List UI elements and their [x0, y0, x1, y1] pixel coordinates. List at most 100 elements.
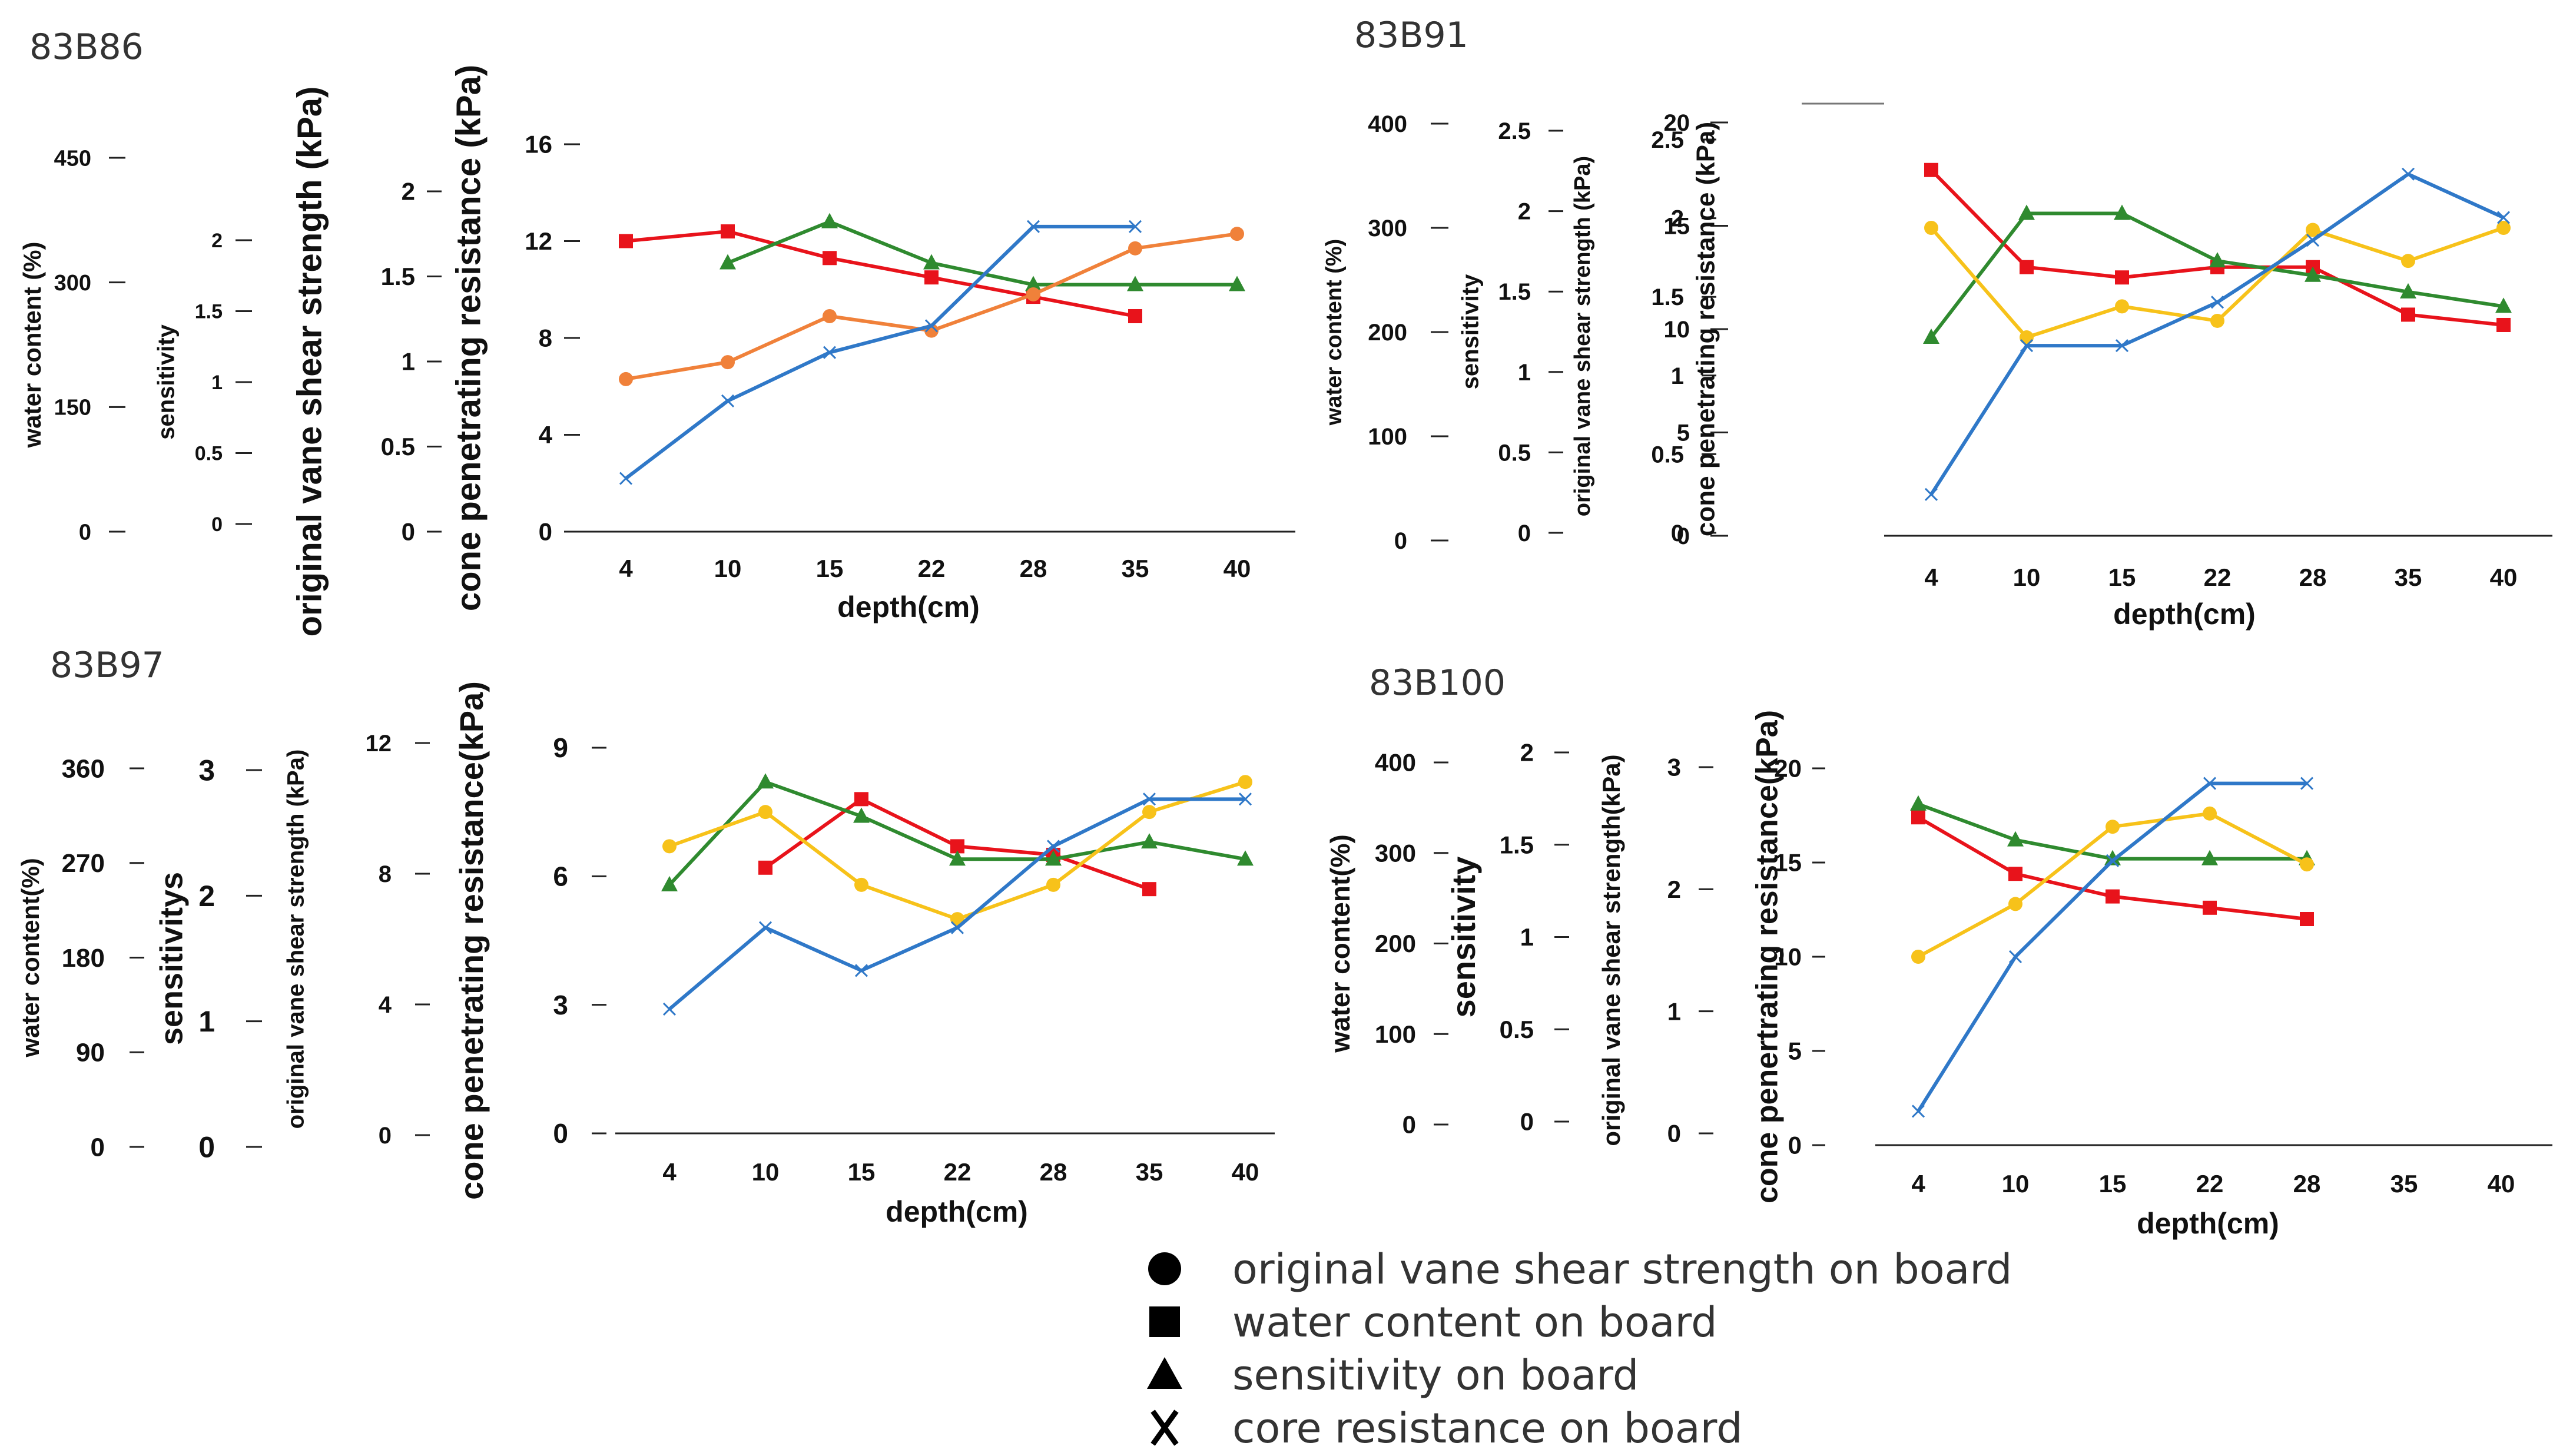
y-axis-title: original vane shear strength (kPa)	[283, 749, 309, 1129]
y-tick-label: 20	[1664, 110, 1690, 136]
y-axis-title: cone penetrating resistance(kPa)	[453, 681, 490, 1200]
data-point	[2106, 854, 2120, 867]
y-tick-label: 150	[54, 396, 91, 420]
y-tick-label: 12	[525, 227, 552, 255]
data-point	[854, 792, 868, 807]
data-point	[662, 1002, 677, 1016]
legend-triangle-icon	[1147, 1357, 1182, 1389]
y-tick-label: 200	[1368, 320, 1407, 346]
data-point	[2495, 297, 2512, 313]
series-cone-resistance	[1911, 777, 2314, 1118]
data-point	[923, 254, 940, 270]
data-point	[2106, 889, 2120, 904]
data-point	[1238, 792, 1252, 806]
data-point	[950, 921, 964, 934]
y-tick-label: 1	[211, 372, 223, 394]
y-tick-label: 0	[1677, 523, 1690, 549]
y-tick-label: 0.5	[1651, 442, 1684, 467]
data-point	[721, 394, 735, 407]
data-point	[1046, 877, 1060, 892]
series-water-content	[758, 792, 1156, 897]
y-tick-label: 300	[1375, 839, 1416, 867]
y-axis-title: original vane shear strength (kPa)	[290, 87, 329, 637]
y-tick-label: 1	[402, 348, 415, 376]
y-tick-label: 0	[1394, 528, 1407, 554]
y-axis-1: 0 100 200 300 400 water content(%)	[1325, 749, 1448, 1139]
y-tick-label: 0.5	[195, 442, 223, 465]
x-tick-label: 22	[2196, 1170, 2224, 1198]
data-point	[854, 964, 868, 977]
series-water-content	[1911, 810, 2314, 926]
data-point	[1230, 227, 1244, 241]
y-axis-title: sensitivity	[1445, 857, 1482, 1018]
y-tick-label: 1.5	[1500, 831, 1534, 858]
data-point	[2203, 777, 2217, 790]
y-tick-label: 360	[62, 754, 105, 783]
x-tick-label: 28	[2299, 563, 2327, 591]
data-point	[2018, 204, 2035, 220]
y-tick-label: 300	[54, 271, 91, 296]
legend-label: original vane shear strength on board	[1232, 1245, 2012, 1294]
data-point	[721, 224, 735, 239]
series-line	[1929, 172, 2505, 496]
series-cone-resistance	[662, 792, 1252, 1016]
data-point	[1924, 221, 1938, 236]
legend-x-icon	[1150, 1409, 1179, 1446]
y-tick-label: 4	[379, 992, 392, 1018]
y-tick-label: 270	[62, 849, 105, 878]
data-point	[1142, 792, 1156, 806]
x-tick-label: 22	[944, 1158, 972, 1186]
y-tick-label: 1	[1667, 997, 1681, 1025]
data-point	[1026, 220, 1040, 233]
data-point	[1046, 840, 1060, 853]
y-axis-title: sensitivity	[154, 324, 180, 439]
series-line	[668, 797, 1245, 1011]
y-axis-title: water content(%)	[16, 858, 44, 1057]
y-tick-label: 2.5	[1651, 127, 1684, 153]
data-point	[2106, 820, 2120, 834]
y-tick-label: 5	[1677, 420, 1690, 446]
series-original-vane-shear-strength	[1924, 221, 2511, 345]
y-axis-title: cone penetrating resistance (kPa)	[1692, 122, 1720, 536]
data-point	[1127, 276, 1143, 291]
y-axis-1: 0 100 200 300 400 water content (%)	[1322, 111, 1448, 554]
y-tick-label: 0.5	[1500, 1016, 1534, 1043]
series-original-vane-shear-strength	[662, 775, 1252, 927]
data-point	[2209, 252, 2226, 268]
x-tick-label: 35	[1136, 1158, 1163, 1186]
y-tick-label: 0	[91, 1133, 105, 1162]
data-point	[721, 355, 735, 370]
y-tick-label: 1	[1520, 923, 1534, 951]
x-tick-label: 22	[2204, 563, 2232, 591]
data-point	[821, 213, 838, 228]
x-tick-label: 22	[918, 555, 946, 582]
data-point	[2401, 167, 2415, 181]
data-point	[619, 472, 633, 485]
y-tick-label: 1	[198, 1005, 215, 1038]
y-tick-label: 9	[553, 732, 568, 763]
y-tick-label: 2	[402, 178, 415, 205]
data-point	[2008, 867, 2022, 881]
data-point	[2496, 211, 2511, 224]
y-tick-label: 400	[1368, 111, 1407, 137]
x-tick-label: 35	[2390, 1170, 2418, 1198]
y-axis-title: water content (%)	[1322, 239, 1347, 426]
x-axis-title: depth(cm)	[886, 1195, 1028, 1228]
data-point	[2300, 777, 2314, 790]
y-tick-label: 6	[553, 861, 568, 891]
data-point	[2203, 806, 2217, 821]
data-point	[1923, 329, 1939, 344]
data-point	[2306, 223, 2320, 237]
series-original-vane-shear-strength	[619, 227, 1244, 386]
y-axis-title: cone penertrating resistance(kPa)	[1750, 710, 1785, 1203]
series-sensitivity	[661, 773, 1254, 891]
data-point	[1045, 850, 1062, 866]
data-point	[2008, 950, 2022, 964]
y-tick-label: 1.5	[1498, 279, 1531, 305]
panel-title: 83B100	[1369, 662, 1506, 704]
x-tick-label: 10	[2013, 563, 2041, 591]
